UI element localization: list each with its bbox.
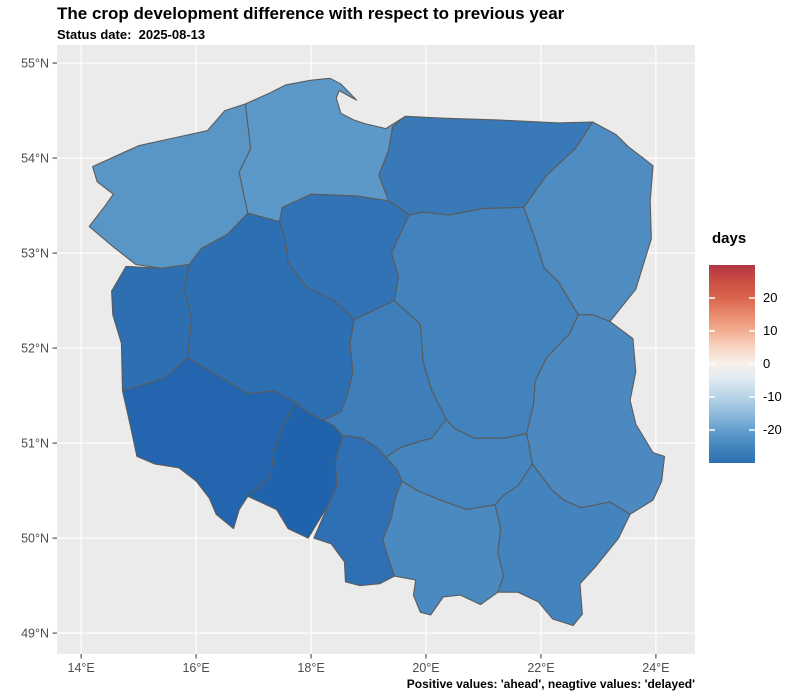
legend-tick-mark [749,297,755,299]
y-tick-label: 54°N [21,152,49,166]
y-tick-label: 50°N [21,532,49,546]
legend-tick-mark [709,330,715,332]
chart-subtitle: Status date: 2025-08-13 [57,27,206,42]
legend-tick-mark [749,396,755,398]
x-tick-label: 14°E [68,661,95,675]
legend-tick-mark [709,396,715,398]
y-tick-label: 53°N [21,247,49,261]
y-tick-label: 55°N [21,57,49,71]
legend-tick-label: 0 [763,356,771,371]
region-dolnoslaskie [121,357,298,530]
y-tick-label: 49°N [21,627,49,641]
colorbar-legend: days 20 10 0 -10 -20 [700,230,800,480]
x-tick-label: 20°E [412,661,439,675]
legend-tick-label: -10 [763,389,782,404]
legend-tick-mark [709,297,715,299]
region-podkarpackie [494,463,631,627]
x-tick-label: 18°E [297,661,324,675]
x-tick-label: 16°E [182,661,209,675]
y-tick-label: 51°N [21,437,49,451]
chart-title: The crop development difference with res… [57,4,565,23]
x-tick-label: 22°E [527,661,554,675]
region-lubuskie [111,263,193,392]
region-malopolskie [382,480,505,616]
legend-tick-mark [749,330,755,332]
x-tick-label: 24°E [642,661,669,675]
legend-tick-label: 20 [763,290,778,305]
chart-caption: Positive values: 'ahead', neagtive value… [406,677,695,691]
legend-tick-mark [709,429,715,431]
legend-tick-mark [709,363,715,365]
legend-title: days [712,230,747,247]
legend-tick-label: -20 [763,422,782,437]
legend-colorbar [709,265,755,463]
legend-tick-label: 10 [763,323,778,338]
legend-tick-mark [749,363,755,365]
region-opolskie [247,402,344,539]
legend-tick-mark [749,429,755,431]
y-tick-label: 52°N [21,342,49,356]
